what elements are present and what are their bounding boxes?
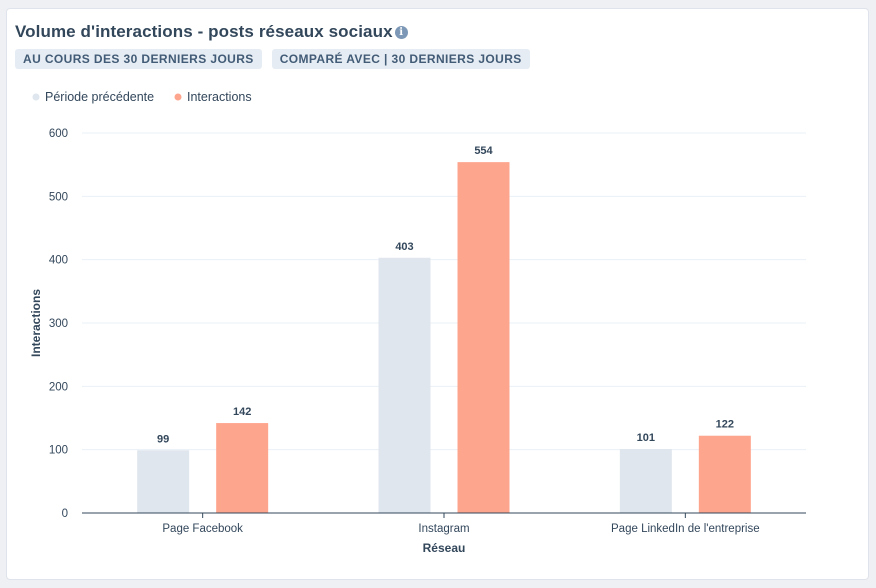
y-axis-title: Interactions — [29, 289, 43, 357]
bar[interactable] — [619, 449, 672, 513]
filter-pills: AU COURS DES 30 DERNIERS JOURS COMPARÉ A… — [15, 49, 540, 69]
y-tick-label: 300 — [49, 318, 68, 330]
data-label: 122 — [716, 419, 734, 431]
data-label: 142 — [233, 406, 251, 418]
data-label: 99 — [157, 433, 169, 445]
chart-title: Volume d'interactions - posts réseaux so… — [15, 22, 393, 41]
legend-label: Interactions — [187, 90, 252, 104]
legend-label: Période précédente — [45, 90, 154, 104]
data-label: 101 — [637, 432, 655, 444]
bar[interactable] — [457, 162, 510, 513]
title-row: Volume d'interactions - posts réseaux so… — [15, 22, 408, 42]
y-tick-label: 0 — [62, 508, 68, 520]
bar[interactable] — [216, 423, 269, 513]
y-tick-label: 600 — [49, 128, 68, 140]
legend-marker[interactable] — [32, 93, 40, 101]
x-tick-label: Instagram — [418, 523, 469, 535]
data-label: 554 — [474, 145, 493, 157]
info-icon[interactable]: i — [394, 25, 408, 39]
y-tick-label: 400 — [49, 255, 68, 267]
x-tick-label: Page LinkedIn de l'entreprise — [611, 523, 760, 535]
bar[interactable] — [698, 435, 751, 513]
x-axis-title: Réseau — [423, 541, 466, 555]
y-tick-label: 500 — [49, 191, 68, 203]
x-tick-label: Page Facebook — [162, 523, 243, 535]
y-tick-label: 200 — [49, 381, 68, 393]
bar[interactable] — [137, 450, 190, 513]
period-pill[interactable]: AU COURS DES 30 DERNIERS JOURS — [15, 49, 262, 69]
y-tick-label: 100 — [49, 445, 68, 457]
legend-marker[interactable] — [174, 93, 182, 101]
data-label: 403 — [395, 241, 413, 253]
bar[interactable] — [378, 257, 431, 513]
compare-pill[interactable]: COMPARÉ AVEC | 30 DERNIERS JOURS — [271, 49, 530, 69]
